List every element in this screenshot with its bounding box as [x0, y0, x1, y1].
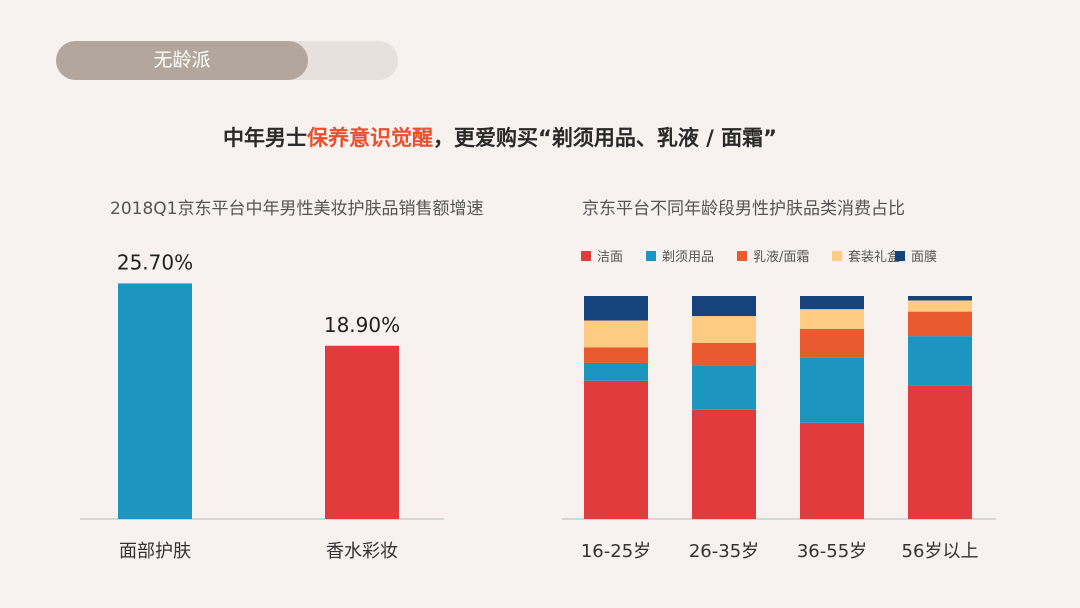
segment-2-4	[692, 316, 756, 343]
segment-1-3	[584, 347, 648, 363]
right-x-tick-label-3: 36-55岁	[797, 541, 867, 562]
legend-label-1: 洁面	[597, 250, 623, 265]
bar-value-label-1: 25.70%	[117, 250, 193, 274]
segment-2-2	[692, 365, 756, 410]
legend-swatch-1	[581, 251, 591, 261]
segment-4-4	[908, 300, 972, 312]
left-chart-title: 2018Q1京东平台中年男性美妆护肤品销售额增速	[110, 199, 484, 219]
legend-label-2: 剃须用品	[662, 250, 714, 265]
x-tick-label-2: 香水彩妆	[326, 541, 398, 562]
segment-4-3	[908, 311, 972, 337]
headline-part2: ，更爱购买“剃须用品、乳液 / 面霜”	[433, 126, 777, 150]
tag-pill-fill	[56, 41, 308, 80]
segment-3-1	[800, 422, 864, 519]
segment-3-5	[800, 296, 864, 310]
segment-4-1	[908, 385, 972, 519]
segment-1-5	[584, 296, 648, 321]
legend-label-4: 套装礼盒	[848, 249, 900, 265]
legend-swatch-5	[895, 251, 905, 261]
segment-3-3	[800, 328, 864, 358]
headline-highlight: 保养意识觉醒	[307, 126, 434, 150]
left-bar-chart: 25.70% 面部护肤 18.90% 香水彩妆	[80, 250, 444, 562]
tag-label: 无龄派	[153, 49, 211, 71]
segment-1-2	[584, 362, 648, 381]
legend-swatch-4	[832, 251, 842, 261]
legend-swatch-3	[737, 251, 747, 261]
segment-3-4	[800, 309, 864, 329]
segment-1-4	[584, 320, 648, 348]
segment-3-2	[800, 357, 864, 423]
legend-swatch-2	[646, 251, 656, 261]
right-stacked-bar-chart: 洁面 剃须用品 乳液/面霜 套装礼盒 面膜 16-25岁 26-35岁 36-55岁 56岁以上	[562, 249, 996, 562]
tag-pill: 无龄派	[56, 41, 398, 80]
bar-1	[118, 283, 192, 519]
segment-2-3	[692, 342, 756, 366]
legend-label-3: 乳液/面霜	[753, 250, 809, 265]
right-chart-title: 京东平台不同年龄段男性护肤品类消费占比	[582, 199, 905, 219]
right-x-tick-label-1: 16-25岁	[581, 541, 651, 562]
segment-4-2	[908, 336, 972, 386]
legend-label-5: 面膜	[911, 250, 937, 265]
headline-part1: 中年男士	[223, 126, 308, 150]
segment-2-5	[692, 296, 756, 317]
bar-value-label-2: 18.90%	[324, 313, 400, 337]
segment-1-1	[584, 380, 648, 519]
right-x-tick-label-2: 26-35岁	[689, 541, 759, 562]
headline: 中年男士保养意识觉醒，更爱购买“剃须用品、乳液 / 面霜”	[0, 122, 1000, 152]
segment-2-1	[692, 409, 756, 519]
segment-4-5	[908, 296, 972, 301]
bar-2	[325, 345, 399, 519]
x-tick-label-1: 面部护肤	[119, 541, 191, 562]
right-x-tick-label-4: 56岁以上	[902, 541, 979, 562]
